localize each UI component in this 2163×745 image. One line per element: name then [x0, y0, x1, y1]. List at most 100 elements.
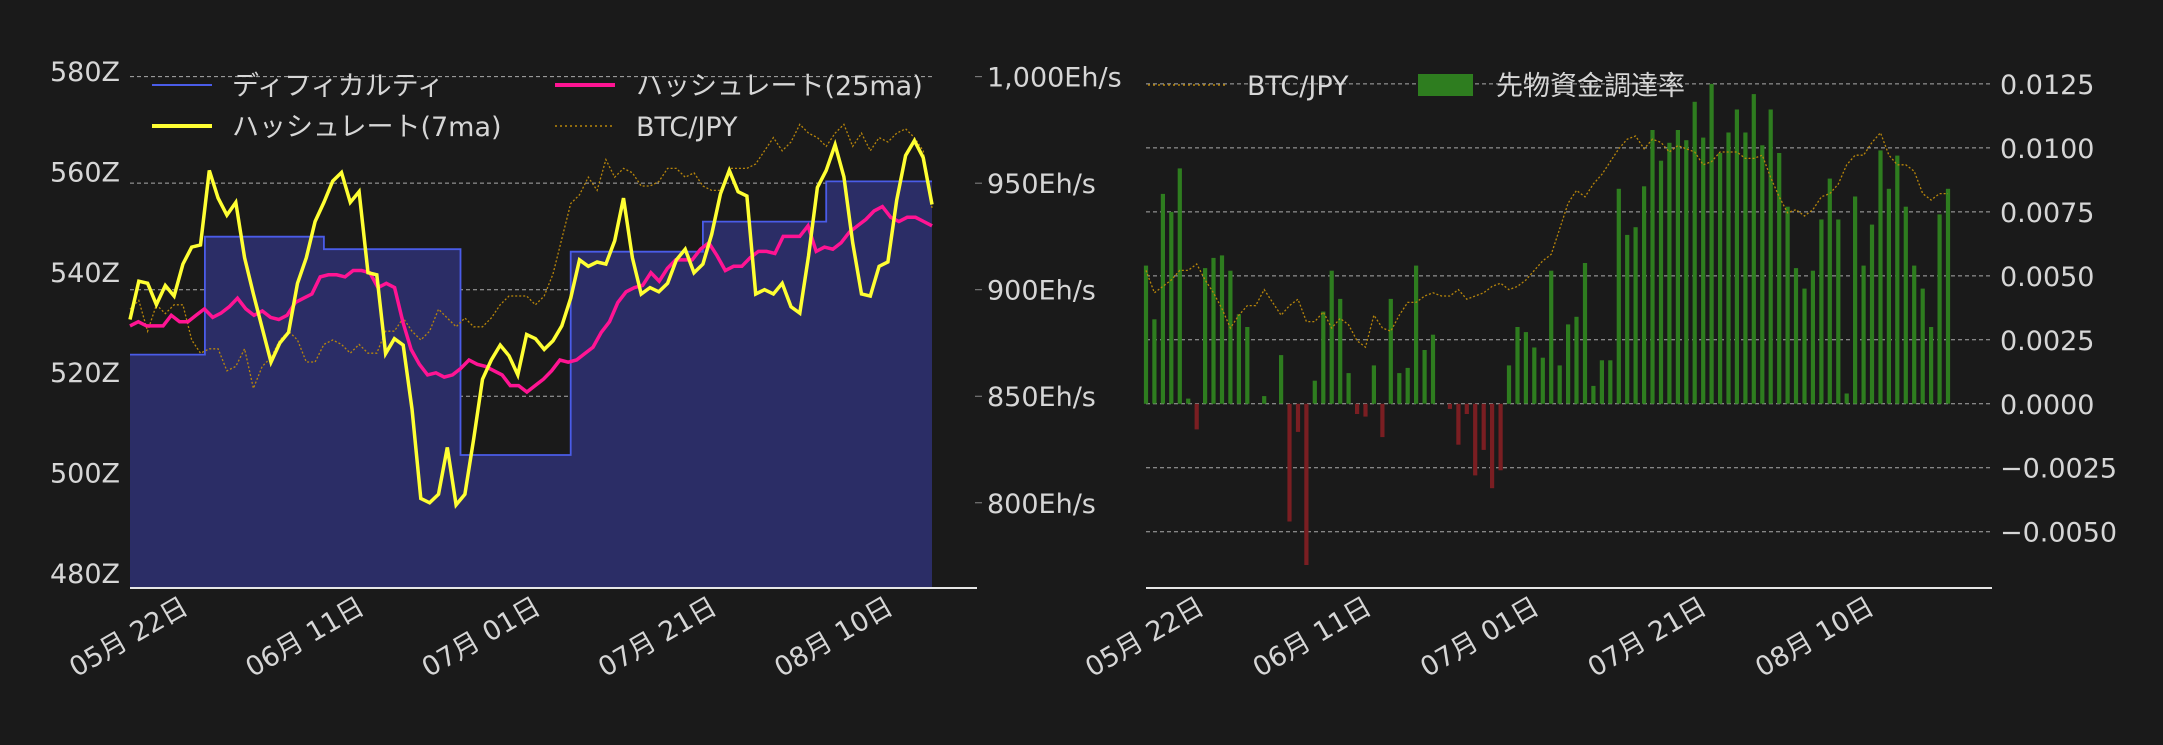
- legend-hash25-label: ハッシュレート(25ma): [636, 71, 923, 102]
- funding-bar: [1768, 109, 1773, 404]
- funding-bar: [1785, 206, 1790, 404]
- right-y-tick-label: 950Eh/s: [987, 169, 1096, 200]
- funding-y-tick-label: 0.0125: [2000, 70, 2094, 101]
- funding-bar: [1380, 403, 1385, 438]
- funding-bar: [1827, 178, 1832, 404]
- funding-bar: [1692, 101, 1697, 404]
- btc-jpy-line-right: [1145, 131, 1948, 349]
- funding-bar: [1793, 268, 1799, 404]
- funding-bar: [1152, 319, 1157, 404]
- funding-bar: [1304, 403, 1309, 565]
- funding-bar: [1532, 347, 1537, 404]
- funding-bar: [1363, 403, 1368, 417]
- funding-bar: [1498, 403, 1503, 471]
- funding-bar: [1422, 350, 1427, 404]
- funding-bar: [1878, 150, 1883, 404]
- funding-bar: [1599, 360, 1604, 404]
- funding-bar: [1228, 270, 1233, 404]
- funding-bar: [1608, 360, 1613, 404]
- left-y-tick-label: 520Z: [50, 358, 120, 389]
- funding-bar: [1473, 403, 1478, 476]
- funding-bar: [1869, 224, 1875, 404]
- funding-bar: [1760, 145, 1765, 404]
- funding-bar: [1810, 270, 1815, 404]
- funding-bar: [1346, 373, 1351, 404]
- funding-bar: [1633, 227, 1638, 404]
- funding-y-tick-label: 0.0000: [2000, 390, 2094, 421]
- funding-bar: [1312, 380, 1317, 404]
- left-series: [128, 123, 934, 510]
- difficulty-area: [130, 180, 932, 588]
- funding-bar: [1912, 265, 1917, 404]
- funding-bar: [1886, 188, 1891, 404]
- funding-bar: [1388, 298, 1393, 404]
- funding-bar: [1430, 334, 1436, 404]
- funding-bar: [1625, 234, 1630, 404]
- funding-bar: [1937, 214, 1942, 404]
- right-y-tick-label: 900Eh/s: [987, 276, 1096, 307]
- right-y-tick-label: 1,000Eh/s: [987, 63, 1122, 94]
- right-y-tick-label: 850Eh/s: [987, 382, 1096, 413]
- funding-bar: [1819, 219, 1824, 404]
- funding-bar: [1194, 403, 1199, 430]
- funding-bar: [1903, 206, 1908, 404]
- funding-bar: [1557, 365, 1562, 404]
- left-y-tick-label: 500Z: [50, 459, 120, 490]
- funding-bar: [1734, 109, 1739, 404]
- funding-bar: [1405, 367, 1410, 404]
- difficulty-line: [130, 180, 932, 456]
- funding-bar: [1802, 288, 1807, 404]
- funding-bar: [1397, 373, 1402, 404]
- left-y-tick-label: 580Z: [50, 57, 120, 88]
- funding-bar: [1414, 265, 1419, 404]
- funding-bar: [1616, 188, 1621, 404]
- funding-bar: [1675, 130, 1680, 404]
- funding-y-tick-label: −0.0050: [2000, 518, 2117, 549]
- funding-bar: [1642, 186, 1647, 404]
- funding-y-tick-label: 0.0100: [2000, 134, 2094, 165]
- funding-bar: [1143, 265, 1149, 404]
- funding-bar: [1549, 270, 1554, 404]
- funding-bar: [1836, 219, 1841, 404]
- funding-bar: [1490, 403, 1495, 489]
- funding-y-tick-label: 0.0025: [2000, 326, 2094, 357]
- funding-bar: [1329, 270, 1334, 404]
- funding-bar: [1355, 403, 1360, 414]
- left-y-tick-label: 560Z: [50, 157, 120, 188]
- funding-bar: [1591, 385, 1596, 404]
- funding-bar: [1540, 357, 1545, 404]
- funding-bar: [1245, 327, 1250, 404]
- funding-bar: [1574, 316, 1579, 404]
- funding-bar: [1338, 298, 1343, 404]
- funding-bar: [1219, 255, 1225, 404]
- funding-bar: [1920, 288, 1925, 404]
- funding-bar: [1481, 403, 1486, 450]
- funding-bar: [1236, 314, 1241, 404]
- funding-bar: [1844, 393, 1849, 404]
- funding-bar: [1279, 355, 1284, 404]
- funding-bar: [1186, 398, 1191, 404]
- left-y-tick-label: 540Z: [50, 258, 120, 289]
- funding-bar: [1853, 196, 1858, 404]
- right-series: [1145, 131, 1948, 349]
- difficulty-fill: [130, 181, 932, 588]
- funding-bar: [1456, 403, 1461, 445]
- funding-bar: [1447, 403, 1452, 409]
- legend-funding-label: 先物資金調達率: [1496, 71, 1685, 102]
- funding-bar: [1895, 155, 1900, 404]
- btc-jpy-line-left: [129, 123, 933, 391]
- funding-bar: [1523, 332, 1528, 404]
- hashrate-25ma-line: [129, 204, 933, 395]
- funding-bar: [1684, 140, 1689, 404]
- funding-bar: [1169, 211, 1174, 404]
- funding-y-tick-label: 0.0075: [2000, 198, 2094, 229]
- funding-bar: [1371, 365, 1376, 404]
- legend-difficulty-label: ディフィカルティ: [232, 71, 444, 102]
- funding-bar: [1203, 268, 1208, 404]
- funding-bar: [1726, 132, 1731, 404]
- funding-bar: [1861, 265, 1866, 404]
- funding-bar: [1718, 153, 1723, 404]
- legend-btc-label: BTC/JPY: [636, 112, 738, 143]
- funding-bar: [1211, 257, 1216, 404]
